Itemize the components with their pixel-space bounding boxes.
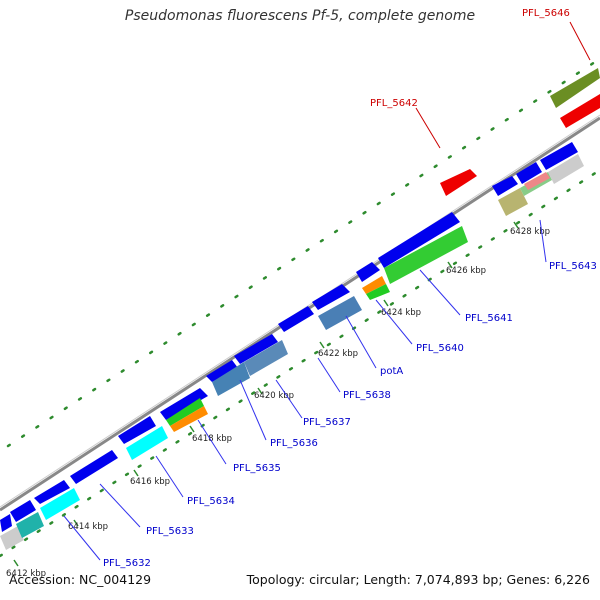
tick-label: 6418 kbp — [192, 434, 232, 444]
gene-label-pfl5634: PFL_5634 — [187, 496, 235, 507]
dotted-ring-outer — [6, 58, 600, 448]
tick-label: 6424 kbp — [381, 308, 421, 318]
gene-label-pfl5640: PFL_5640 — [416, 343, 464, 354]
gene-label-pota: potA — [380, 366, 403, 377]
gene-label-pfl5635: PFL_5635 — [233, 463, 281, 474]
gene-label-pfl5637: PFL_5637 — [303, 417, 351, 428]
gene-label-pfl5638: PFL_5638 — [343, 390, 391, 401]
tick-label: 6428 kbp — [510, 227, 550, 237]
tick-label: 6412 kbp — [6, 569, 46, 579]
tick-label: 6414 kbp — [68, 522, 108, 532]
gene-label-pfl5636: PFL_5636 — [270, 438, 318, 449]
leader-lines-red — [415, 21, 591, 149]
tick-label: 6426 kbp — [446, 266, 486, 276]
gene-label-pfl5646: PFL_5646 — [522, 8, 570, 19]
gene-pfl5642 — [440, 169, 477, 196]
forward-cds — [0, 142, 578, 532]
dotted-ring-inner — [0, 168, 600, 558]
map-title: Pseudomonas fluorescens Pf-5, complete g… — [124, 8, 476, 24]
tick-label: 6420 kbp — [254, 391, 294, 401]
tick-label: 6422 kbp — [318, 349, 358, 359]
reverse-features — [0, 154, 584, 550]
tick-marks — [13, 221, 519, 567]
gene-label-pfl5643: PFL_5643 — [549, 261, 597, 272]
gene-label-pfl5641: PFL_5641 — [465, 313, 513, 324]
gene-labels: PFL_5632 PFL_5633 PFL_5634 PFL_5635 PFL_… — [103, 8, 597, 569]
gene-label-pfl5642: PFL_5642 — [370, 98, 418, 109]
outer-features — [440, 68, 600, 196]
leader-lines — [63, 219, 547, 561]
genome-summary-text: Topology: circular; Length: 7,074,893 bp… — [246, 572, 590, 587]
tick-labels: 6412 kbp 6414 kbp 6416 kbp 6418 kbp 6420… — [6, 227, 550, 579]
gene-label-pfl5632: PFL_5632 — [103, 558, 151, 569]
tick-label: 6416 kbp — [130, 477, 170, 487]
accession-text: Accession: NC_004129 — [9, 572, 152, 587]
gene-label-pfl5633: PFL_5633 — [146, 526, 194, 537]
